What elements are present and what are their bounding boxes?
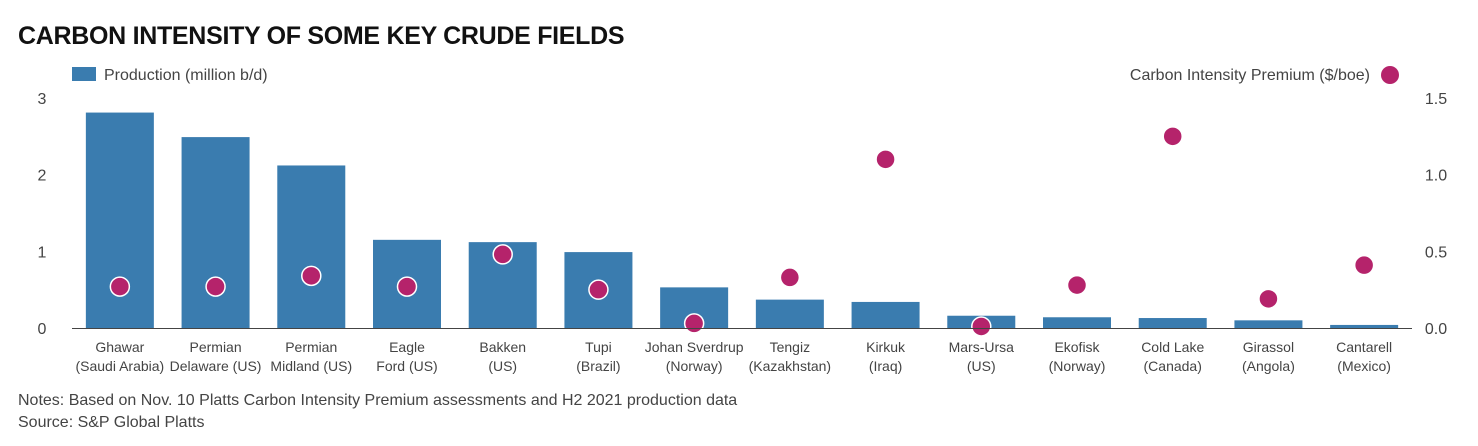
x-category-label: Tengiz — [770, 339, 810, 355]
carbon-premium-dot — [1258, 288, 1279, 310]
y-right-tick-label: 0.0 — [1425, 321, 1447, 338]
carbon-premium-dot — [1353, 254, 1375, 276]
x-category-label: Mars-Ursa — [949, 339, 1015, 355]
x-axis: Ghawar (Saudi Arabia) Permian Delaware (US)… — [72, 328, 1412, 374]
carbon-premium-dot — [1066, 274, 1088, 296]
x-category-label: (Brazil) — [576, 358, 620, 374]
carbon-premium-dot — [683, 313, 705, 334]
x-category-label: Cantarell — [1336, 339, 1392, 355]
carbon-premium-dot — [971, 316, 992, 337]
x-category-label: Girassol — [1243, 339, 1294, 355]
x-category-label: (Iraq) — [869, 358, 902, 374]
x-category-label: (Kazakhstan) — [749, 358, 831, 374]
carbon-premium-dot — [301, 265, 322, 287]
y-right-tick-label: 1.0 — [1425, 168, 1447, 185]
production-bar — [1234, 320, 1303, 328]
x-category-label: Kirkuk — [866, 339, 906, 355]
x-category-label: Delaware (US) — [170, 358, 262, 374]
legend-swatch-carbon-premium — [1381, 66, 1399, 84]
chart-source: Source: S&P Global Platts — [18, 414, 205, 431]
chart-title: CARBON INTENSITY OF SOME KEY CRUDE FIELD… — [18, 22, 625, 50]
carbon-premium-dot — [588, 279, 609, 300]
x-category-label: Ekofisk — [1054, 339, 1100, 355]
x-category-label: Permian — [285, 339, 337, 355]
y-left-tick-label: 1 — [38, 244, 47, 261]
x-category-label: (Saudi Arabia) — [75, 358, 164, 374]
carbon-premium-dot — [396, 276, 418, 297]
x-category-label: Eagle — [389, 339, 425, 355]
y-left-tick-label: 3 — [38, 91, 47, 108]
y-right-tick-label: 0.5 — [1425, 244, 1447, 261]
y-right-tick-label: 1.5 — [1425, 91, 1447, 108]
legend: Production (million b/d) Carbon Intensity… — [72, 66, 1399, 84]
carbon-premium-dot — [875, 149, 896, 170]
production-bar — [1138, 318, 1207, 328]
x-category-label: Bakken — [479, 339, 526, 355]
production-bar — [755, 299, 824, 328]
x-category-label: (US) — [488, 358, 517, 374]
carbon-premium-dot — [492, 244, 513, 265]
production-bar — [851, 301, 920, 328]
legend-swatch-production — [72, 67, 96, 81]
carbon-premium-dot — [205, 276, 226, 297]
x-category-label: Johan Sverdrup — [645, 339, 744, 355]
production-bars — [85, 112, 1399, 328]
production-bar — [1330, 324, 1399, 328]
x-category-label: Ford (US) — [376, 358, 437, 374]
chart-notes: Notes: Based on Nov. 10 Platts Carbon In… — [18, 392, 738, 409]
carbon-premium-dot — [109, 276, 131, 297]
production-bar — [277, 165, 346, 328]
carbon-premium-dot — [1162, 126, 1183, 147]
y-left-tick-label: 2 — [38, 168, 47, 185]
production-bar — [1043, 317, 1111, 328]
carbon-premium-dot — [779, 267, 801, 288]
legend-label-production: Production (million b/d) — [104, 67, 268, 84]
x-category-label: Tupi — [585, 339, 612, 355]
x-category-label: (Norway) — [1049, 358, 1106, 374]
y-left-tick-label: 0 — [38, 321, 47, 338]
y-axis-right: 0.0 0.5 1.0 1.5 — [1425, 91, 1447, 338]
y-axis-left: 0 1 2 3 — [38, 91, 47, 338]
x-category-label: (Norway) — [666, 358, 723, 374]
x-category-label: (Canada) — [1144, 358, 1202, 374]
legend-label-carbon-premium: Carbon Intensity Premium ($/boe) — [1130, 67, 1370, 84]
production-bar — [181, 137, 250, 328]
x-category-label: (Angola) — [1242, 358, 1295, 374]
x-category-label: Ghawar — [95, 339, 144, 355]
x-category-label: (US) — [967, 358, 996, 374]
x-category-label: (Mexico) — [1337, 358, 1391, 374]
x-category-label: Permian — [190, 339, 242, 355]
x-category-label: Midland (US) — [270, 358, 352, 374]
x-category-label: Cold Lake — [1141, 339, 1204, 355]
